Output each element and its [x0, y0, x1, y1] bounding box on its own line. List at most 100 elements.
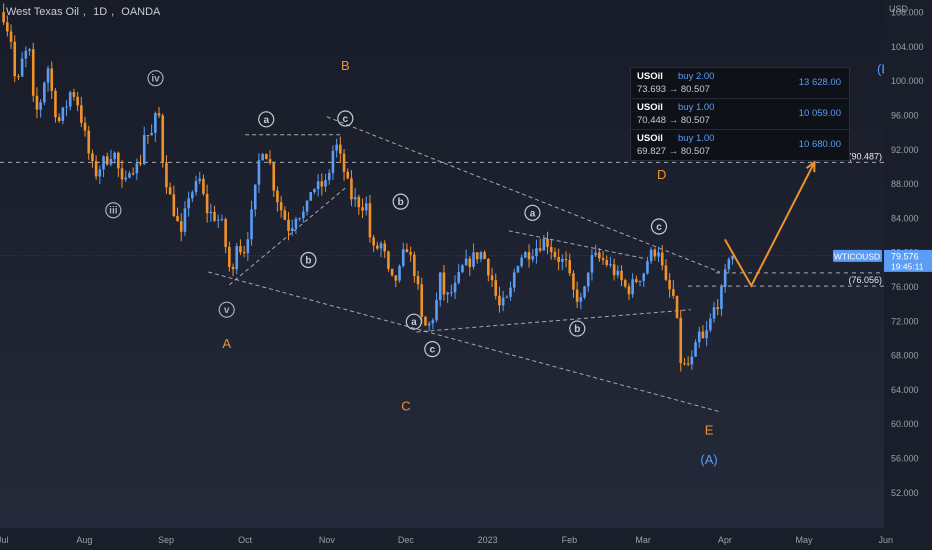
trendline [508, 230, 644, 259]
candle-up [649, 249, 653, 262]
header-separator: , [111, 6, 115, 18]
candle-down [664, 265, 668, 280]
candle-down [279, 202, 283, 211]
candle-down [675, 295, 679, 318]
candle-down [283, 210, 287, 220]
y-tick-label: 96.000 [891, 111, 919, 121]
candle-down [394, 275, 398, 281]
candle-up [464, 258, 468, 266]
y-tick-label: 72.000 [891, 316, 919, 326]
candle-up [542, 238, 546, 251]
candle-up [531, 256, 535, 260]
position-prices: 69.827 → 80.507 [637, 146, 710, 157]
candle-up [535, 248, 538, 257]
position-qty: 10 059.00 [798, 108, 841, 119]
candle-down [31, 49, 35, 96]
x-tick-label: Jun [878, 535, 893, 545]
candle-up [68, 92, 72, 107]
candle-up [294, 218, 298, 229]
candle-up [590, 255, 594, 273]
x-tick-label: Feb [562, 535, 578, 545]
position-side: buy 1.00 [678, 102, 715, 113]
candle-down [131, 173, 135, 175]
candle-up [401, 249, 405, 267]
y-tick-label: 76.000 [891, 282, 919, 292]
candle-down [409, 252, 412, 255]
candle-down [598, 252, 601, 259]
candle-down [168, 187, 172, 195]
currency-label: USD [889, 4, 909, 14]
candle-down [498, 295, 501, 306]
y-tick-label: 92.000 [891, 145, 919, 155]
wave-label: D [657, 167, 666, 182]
candle-up [20, 58, 24, 77]
candle-up [479, 252, 483, 260]
header-separator: , [82, 6, 87, 18]
wave-label: iii [109, 206, 118, 217]
price-axis[interactable]: 52.000 56.000 60.000 64.000 68.000 72.000 76.0… [833, 0, 932, 550]
wave-label: c [343, 114, 349, 125]
level-label: (76.056) [848, 275, 882, 285]
candle-up [594, 252, 597, 256]
candle-up [191, 192, 194, 199]
position-row[interactable]: USOil buy 1.00 70.448 → 80.507 10 059.00 [631, 99, 849, 130]
x-tick-label: 2023 [478, 535, 498, 545]
candle-up [657, 252, 660, 257]
candle-down [287, 219, 290, 232]
candle-up [250, 209, 253, 240]
candle-up [198, 178, 202, 182]
candle-up [150, 132, 153, 136]
candle-up [712, 307, 716, 319]
wave-label-circle [405, 313, 422, 330]
wave-label: c [430, 345, 436, 356]
position-row[interactable]: USOil buy 2.00 73.693 → 80.507 13 628.00 [631, 68, 849, 99]
candle-up [98, 169, 102, 177]
projection-line [724, 161, 816, 288]
candle-up [583, 286, 586, 298]
candle-down [342, 153, 346, 172]
y-tick-label: 52.000 [891, 488, 919, 498]
time-axis[interactable]: Jul Aug Sep Oct Nov Dec 2023 Feb Mar Apr May Jun [0, 528, 932, 550]
candle-down [557, 256, 560, 262]
candle-down [72, 92, 76, 97]
wave-label: a [411, 317, 417, 328]
candle-up [379, 243, 383, 249]
x-tick-label: May [795, 535, 813, 545]
candle-up [39, 102, 42, 110]
candle-down [231, 266, 235, 270]
candle-up [113, 152, 116, 160]
candle-up [128, 173, 131, 178]
candle-down [390, 268, 394, 276]
candle-up [209, 211, 213, 214]
position-row[interactable]: USOil buy 1.00 69.827 → 80.507 10 680.00 [631, 130, 849, 160]
wave-label: A [222, 336, 231, 351]
wave-label-circle [424, 341, 441, 358]
candle-down [405, 249, 409, 253]
candle-up [453, 282, 457, 293]
candle-down [117, 152, 120, 169]
wave-label-circle [569, 320, 586, 337]
candle-down [91, 153, 94, 162]
time-axis-bg [0, 528, 932, 550]
candle-up [220, 219, 224, 221]
symbol-tag-bg [833, 249, 882, 262]
candle-up [512, 272, 516, 288]
candle-up [65, 106, 68, 108]
candle-up [43, 82, 46, 103]
x-tick-label: Jul [0, 535, 8, 545]
candle-down [387, 251, 390, 269]
candle-up [246, 239, 250, 254]
source-label: OANDA [121, 6, 161, 18]
candle-up [690, 356, 694, 365]
candle-down [494, 280, 498, 296]
candle-down [146, 135, 150, 137]
candle-down [383, 243, 387, 252]
candle-down [420, 284, 424, 317]
position-side: buy 2.00 [678, 71, 715, 82]
candle-down [35, 95, 39, 110]
position-prices: 70.448 → 80.507 [637, 115, 710, 126]
positions-panel[interactable]: USOil buy 2.00 73.693 → 80.507 13 628.00… [630, 67, 850, 161]
y-tick-label: 108.000 [891, 8, 924, 18]
x-tick-label: Aug [76, 535, 92, 545]
